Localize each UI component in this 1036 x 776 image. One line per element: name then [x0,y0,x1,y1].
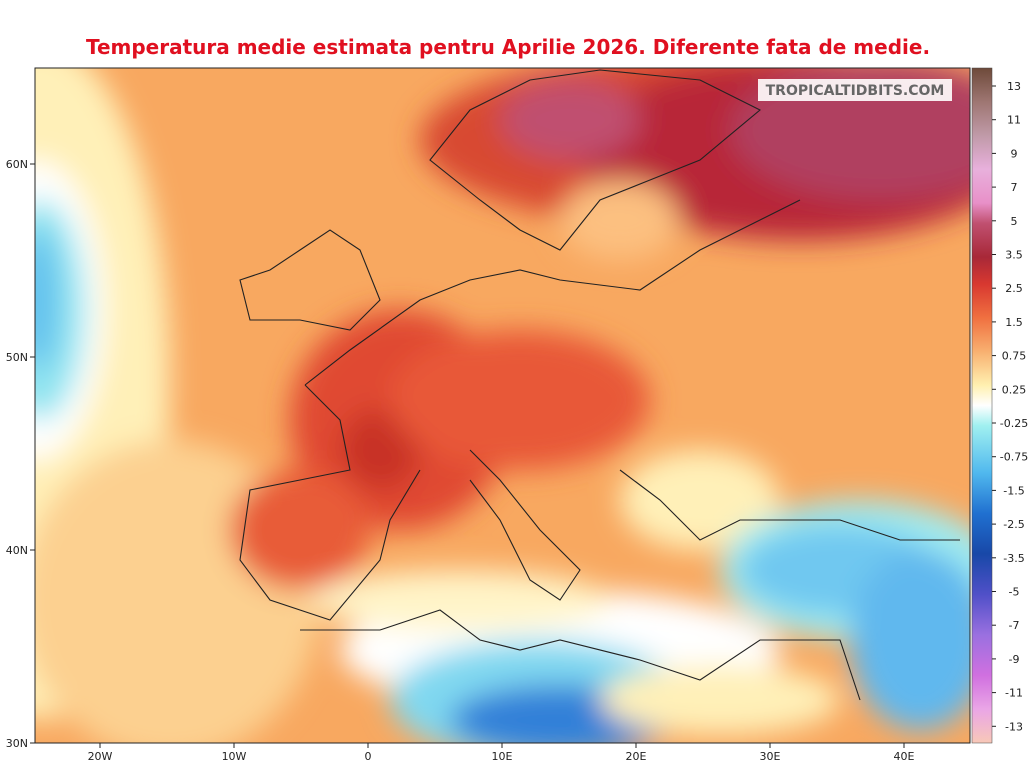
colorbar-label: 7 [1011,181,1018,194]
colorbar-label: -2.5 [1003,518,1024,531]
watermark: TROPICALTIDBITS.COM [766,83,945,99]
lat-label: 50N [6,351,28,364]
colorbar-label: -1.5 [1003,484,1024,497]
colorbar-label: -5 [1009,586,1020,599]
colorbar-label: -9 [1009,653,1020,666]
lon-label: 30E [760,750,781,763]
lon-label: 10E [492,750,513,763]
lat-label: 30N [6,737,28,750]
temperature-field [35,68,970,743]
colorbar-label: -13 [1005,720,1023,733]
lon-label: 20E [626,750,647,763]
colorbar-label: 13 [1007,80,1021,93]
colorbar-label: 0.25 [1002,383,1027,396]
colorbar-label: -0.75 [1000,451,1028,464]
lon-label: 40E [894,750,915,763]
lon-label: 10W [222,750,247,763]
colorbar-label: 3.5 [1005,249,1023,262]
colorbar-label: 2.5 [1005,282,1023,295]
colorbar [971,67,993,744]
colorbar-label: -3.5 [1003,552,1024,565]
lat-label: 40N [6,544,28,557]
colorbar-label: 0.75 [1002,350,1027,363]
labels: 60N 50N 40N 30N 20W 10W 0 10E 20E 30E 40E 13 11 9 7 5 3.… [6,80,1028,763]
watermark-box [758,79,952,101]
lat-label: 60N [6,158,28,171]
lon-label: 0 [365,750,372,763]
colorbar-label: 9 [1011,147,1018,160]
colorbar-label: 5 [1011,215,1018,228]
lon-label: 20W [88,750,113,763]
colorbar-label: -11 [1005,687,1023,700]
colorbar-label: -7 [1009,619,1020,632]
colorbar-label: 1.5 [1005,316,1023,329]
map-title: Temperatura medie estimata pentru Aprili… [86,35,930,59]
colorbar-label: -0.25 [1000,417,1028,430]
colorbar-label: 11 [1007,114,1021,127]
